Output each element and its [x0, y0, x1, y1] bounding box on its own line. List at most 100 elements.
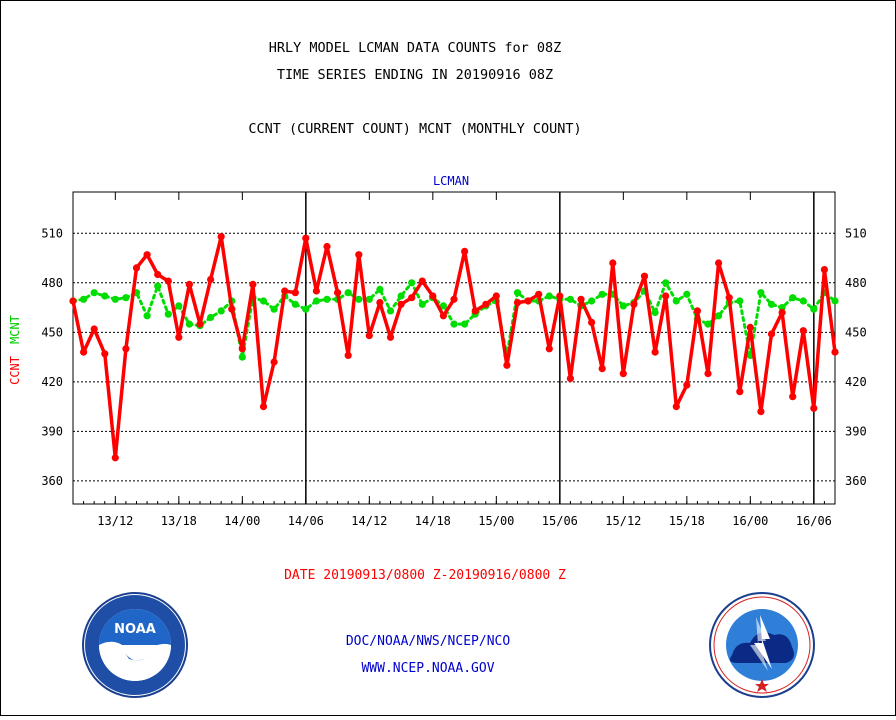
data-point-ccnt [715, 259, 723, 267]
data-point-ccnt [334, 289, 342, 297]
data-point-ccnt [101, 350, 109, 358]
data-point-ccnt [556, 292, 564, 300]
y-tick-label: 510 [41, 226, 63, 240]
data-point-ccnt [545, 345, 553, 353]
x-tick-label: 15/18 [669, 514, 705, 528]
data-point-ccnt [429, 292, 437, 300]
data-point-mcnt [683, 290, 691, 298]
data-point-mcnt [376, 285, 384, 293]
data-point-mcnt [662, 279, 670, 287]
data-point-ccnt [302, 234, 310, 242]
data-point-ccnt [757, 408, 765, 416]
x-tick-label: 16/00 [732, 514, 768, 528]
data-point-mcnt [767, 300, 776, 308]
data-point-ccnt [207, 275, 215, 284]
footer-url: WWW.NCEP.NOAA.GOV [361, 661, 494, 676]
y-tick-label: 450 [845, 325, 867, 339]
data-point-ccnt [312, 287, 320, 295]
data-point-mcnt [810, 305, 818, 313]
data-point-ccnt [80, 348, 88, 356]
data-point-ccnt [439, 312, 447, 320]
data-point-mcnt [545, 292, 553, 300]
data-point-ccnt [513, 299, 522, 307]
data-point-ccnt [386, 333, 395, 341]
data-point-ccnt [535, 290, 543, 298]
data-point-mcnt [831, 297, 839, 305]
data-point-mcnt [323, 295, 331, 303]
data-point-ccnt [376, 299, 384, 307]
data-point-mcnt [397, 292, 405, 300]
y-tick-label: 420 [41, 375, 63, 389]
data-point-ccnt [90, 325, 98, 333]
data-point-ccnt [767, 330, 776, 338]
data-point-ccnt [820, 266, 829, 274]
date-range: DATE 20190913/0800 Z-20190916/0800 Z [284, 568, 566, 583]
data-point-ccnt [175, 333, 183, 341]
data-point-ccnt [598, 365, 606, 373]
data-point-ccnt [503, 361, 511, 369]
y-tick-label: 360 [41, 474, 63, 488]
data-point-mcnt [598, 290, 606, 298]
data-point-ccnt [397, 300, 405, 308]
data-point-mcnt [386, 307, 395, 315]
data-point-ccnt [704, 370, 712, 378]
data-point-ccnt [143, 251, 151, 259]
data-point-ccnt [365, 332, 373, 340]
data-point-ccnt [471, 307, 479, 315]
y-tick-labels-left: 360 390 420 450 480 510 [41, 226, 63, 488]
data-point-ccnt [281, 287, 289, 295]
data-point-mcnt [566, 295, 575, 303]
y-tick-label: 390 [845, 424, 867, 438]
data-point-ccnt [217, 233, 225, 241]
noaa-logo-text: NOAA [114, 622, 156, 637]
data-point-ccnt [344, 351, 352, 359]
chart-title-line-1: HRLY MODEL LCMAN DATA COUNTS for 08Z [269, 40, 562, 56]
data-point-mcnt [365, 295, 373, 303]
data-point-mcnt [185, 320, 193, 328]
data-point-ccnt [196, 320, 204, 328]
data-point-ccnt [291, 289, 299, 297]
data-point-mcnt [450, 320, 458, 328]
y-tick-label: 360 [845, 474, 867, 488]
x-tick-label: 15/12 [605, 514, 641, 528]
data-point-ccnt [577, 295, 585, 303]
data-point-ccnt [683, 381, 691, 389]
data-point-mcnt [588, 297, 596, 305]
data-point-ccnt [810, 404, 818, 412]
data-point-ccnt [725, 294, 733, 302]
data-point-ccnt [238, 345, 246, 353]
data-point-mcnt [259, 297, 268, 305]
grid-lines [73, 232, 835, 482]
data-point-ccnt [651, 348, 659, 356]
data-point-mcnt [90, 289, 98, 297]
data-point-ccnt [789, 393, 797, 401]
data-point-ccnt [408, 294, 416, 302]
data-point-mcnt [344, 289, 352, 297]
y-tick-label: 390 [41, 424, 63, 438]
chart-title-line-2: TIME SERIES ENDING IN 20190916 08Z [277, 67, 553, 83]
data-point-mcnt [217, 307, 225, 315]
data-point-ccnt [228, 305, 236, 313]
data-point-mcnt [111, 295, 119, 303]
chart-subtitle: CCNT (CURRENT COUNT) MCNT (MONTHLY COUNT… [248, 121, 581, 137]
data-point-mcnt [143, 312, 151, 320]
data-point-ccnt [249, 280, 257, 288]
data-point-ccnt [736, 388, 744, 396]
data-point-mcnt [291, 300, 299, 308]
data-point-ccnt [259, 403, 268, 411]
data-point-ccnt [69, 297, 77, 305]
data-point-ccnt [630, 300, 638, 308]
data-point-mcnt [736, 297, 744, 305]
data-point-mcnt [80, 295, 88, 303]
data-point-mcnt [619, 302, 627, 310]
data-point-mcnt [207, 313, 215, 322]
data-point-ccnt [492, 292, 500, 300]
data-point-ccnt [672, 403, 680, 411]
data-point-mcnt [672, 297, 680, 305]
x-tick-label: 15/06 [542, 514, 578, 528]
nws-logo [709, 592, 815, 698]
data-point-ccnt [693, 307, 702, 315]
data-point-mcnt [789, 294, 797, 302]
data-point-ccnt [111, 454, 119, 462]
y-axis-label-mcnt: MCNT [8, 315, 22, 344]
